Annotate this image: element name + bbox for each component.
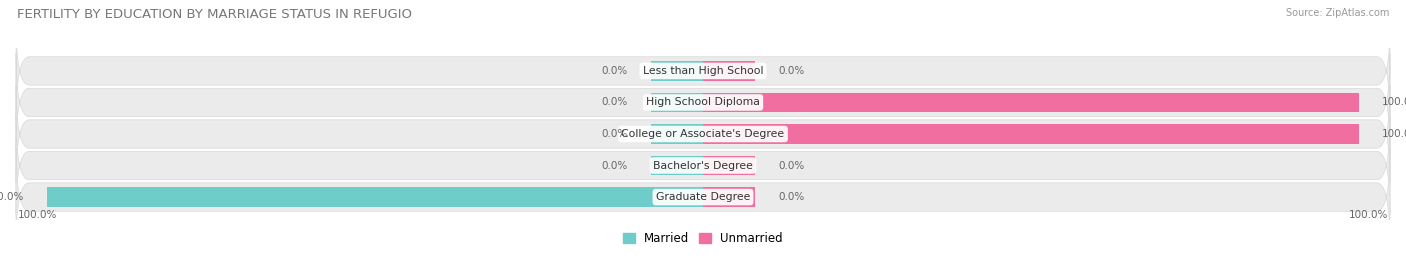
Bar: [651, 124, 703, 144]
Text: Graduate Degree: Graduate Degree: [655, 192, 751, 202]
Text: 100.0%: 100.0%: [0, 192, 24, 202]
Legend: Married, Unmarried: Married, Unmarried: [623, 232, 783, 245]
Text: Bachelor's Degree: Bachelor's Degree: [652, 161, 754, 170]
Text: Source: ZipAtlas.com: Source: ZipAtlas.com: [1285, 8, 1389, 18]
FancyBboxPatch shape: [15, 85, 1391, 183]
Bar: [651, 93, 703, 112]
Bar: [651, 156, 703, 175]
Text: 0.0%: 0.0%: [779, 66, 804, 76]
Text: 0.0%: 0.0%: [779, 161, 804, 170]
Text: 0.0%: 0.0%: [602, 161, 627, 170]
Bar: [703, 93, 1360, 112]
Bar: [703, 61, 755, 81]
Text: 100.0%: 100.0%: [1350, 210, 1389, 220]
Text: Less than High School: Less than High School: [643, 66, 763, 76]
Text: 100.0%: 100.0%: [1382, 129, 1406, 139]
Bar: [46, 187, 703, 207]
FancyBboxPatch shape: [15, 54, 1391, 151]
FancyBboxPatch shape: [15, 22, 1391, 120]
Bar: [703, 156, 755, 175]
Text: 0.0%: 0.0%: [779, 192, 804, 202]
Text: 100.0%: 100.0%: [17, 210, 56, 220]
Text: 0.0%: 0.0%: [602, 66, 627, 76]
Bar: [703, 124, 1360, 144]
Text: 0.0%: 0.0%: [602, 98, 627, 107]
FancyBboxPatch shape: [15, 148, 1391, 246]
Text: High School Diploma: High School Diploma: [647, 98, 759, 107]
Text: College or Associate's Degree: College or Associate's Degree: [621, 129, 785, 139]
Text: 0.0%: 0.0%: [602, 129, 627, 139]
Bar: [651, 61, 703, 81]
Bar: [703, 187, 755, 207]
FancyBboxPatch shape: [15, 117, 1391, 214]
Text: FERTILITY BY EDUCATION BY MARRIAGE STATUS IN REFUGIO: FERTILITY BY EDUCATION BY MARRIAGE STATU…: [17, 8, 412, 21]
Text: 100.0%: 100.0%: [1382, 98, 1406, 107]
